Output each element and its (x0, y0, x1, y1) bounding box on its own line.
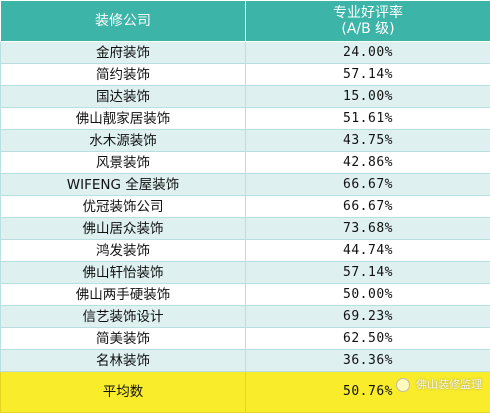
header-company: 装修公司 (1, 1, 246, 42)
company-cell: 简约装饰 (1, 64, 246, 86)
company-cell: 信艺装饰设计 (1, 306, 246, 328)
company-cell: 名林装饰 (1, 350, 246, 372)
watermark: 佛山装修监理 (396, 376, 483, 392)
rating-cell: 57.14% (246, 262, 490, 284)
company-cell: 佛山靓家居装饰 (1, 108, 246, 130)
company-cell: 鸿发装饰 (1, 240, 246, 262)
company-cell: 佛山轩怡装饰 (1, 262, 246, 284)
rating-cell: 43.75% (246, 130, 490, 152)
rating-cell: 62.50% (246, 328, 490, 350)
rating-cell: 50.00% (246, 284, 490, 306)
rating-cell: 66.67% (246, 174, 490, 196)
company-cell: WIFENG 全屋装饰 (1, 174, 246, 196)
company-cell: 金府装饰 (1, 42, 246, 64)
company-cell: 简美装饰 (1, 328, 246, 350)
rating-cell: 44.74% (246, 240, 490, 262)
table-header-row: 装修公司 专业好评率 (A/B 级) (1, 1, 490, 42)
company-cell: 优冠装饰公司 (1, 196, 246, 218)
company-cell: 佛山两手硬装饰 (1, 284, 246, 306)
company-cell: 佛山居众装饰 (1, 218, 246, 240)
rating-cell: 42.86% (246, 152, 490, 174)
rating-cell: 15.00% (246, 86, 490, 108)
company-cell: 国达装饰 (1, 86, 246, 108)
header-rating: 专业好评率 (A/B 级) (246, 1, 490, 42)
header-rating-title: 专业好评率 (246, 5, 490, 21)
rating-cell: 66.67% (246, 196, 490, 218)
company-cell: 水木源装饰 (1, 130, 246, 152)
rating-cell: 36.36% (246, 350, 490, 372)
rating-cell: 51.61% (246, 108, 490, 130)
watermark-text: 佛山装修监理 (416, 378, 482, 391)
rating-cell: 24.00% (246, 42, 490, 64)
rating-cell: 73.68% (246, 218, 490, 240)
rating-cell: 57.14% (246, 64, 490, 86)
rating-cell: 69.23% (246, 306, 490, 328)
watermark-logo-icon (396, 378, 410, 392)
header-rating-subtitle: (A/B 级) (246, 21, 490, 37)
company-cell: 风景装饰 (1, 152, 246, 174)
average-label: 平均数 (1, 372, 246, 413)
